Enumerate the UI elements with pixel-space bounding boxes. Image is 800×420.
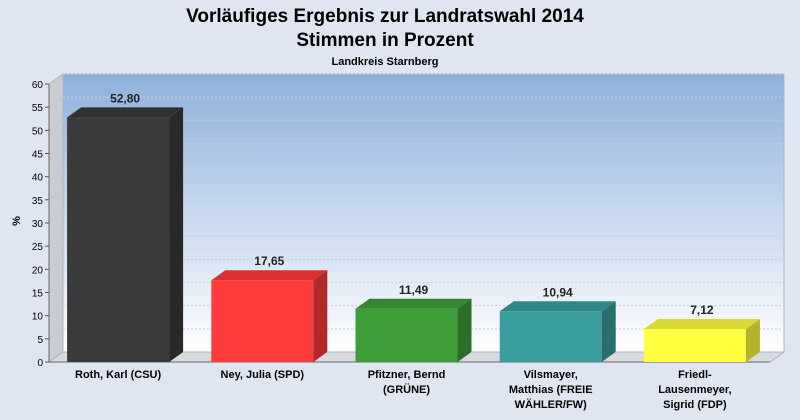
bar-value-label: 10,94: [543, 285, 573, 299]
bar: [499, 301, 616, 362]
gridline-side: [48, 189, 64, 201]
gridline-side: [48, 305, 64, 317]
x-tick-label: Pfitzner, Bernd (GRÜNE): [368, 369, 446, 396]
y-tick-label: 10: [32, 312, 44, 323]
gridline-side: [48, 258, 64, 270]
y-axis-label: %: [11, 216, 23, 226]
x-tick-label: Ney, Julia (SPD): [221, 369, 305, 381]
y-tick-label: 50: [32, 126, 44, 137]
bar-top: [67, 107, 184, 118]
y-tick-label: 20: [32, 265, 44, 276]
chart-title: Vorläufiges Ergebnis zur Landratswahl 20…: [186, 6, 584, 27]
bar: [211, 270, 328, 362]
bar-front: [211, 280, 314, 362]
gridline-side: [48, 282, 64, 293]
gridline-side: [48, 73, 64, 85]
bar-top: [643, 319, 760, 330]
y-tick-label: 30: [32, 219, 44, 230]
gridline-side: [48, 212, 64, 224]
y-tick-label: 55: [32, 103, 44, 114]
y-tick-label: 0: [37, 358, 43, 369]
x-axis: Roth, Karl (CSU) Ney, Julia (SPD) Pfitzner…: [75, 369, 732, 411]
x-tick-label: Friedl-Lausenmeyer, Sigrid (FDP): [658, 369, 731, 411]
gridline-side: [48, 96, 64, 108]
bar-side: [169, 107, 184, 362]
y-tick-label: 25: [32, 242, 44, 253]
bar: [643, 319, 760, 362]
y-tick-label: 15: [32, 289, 44, 300]
bar: [355, 298, 472, 362]
bar-front: [67, 117, 170, 362]
chart-region: Landkreis Starnberg: [332, 56, 439, 68]
bar-value-label: 11,49: [399, 283, 429, 297]
bar: [67, 107, 184, 362]
y-tick-label: 5: [37, 335, 43, 346]
y-tick-label: 60: [32, 80, 44, 91]
bar-front: [355, 308, 458, 362]
bar-side: [313, 270, 328, 362]
gridline-side: [48, 119, 64, 131]
x-tick-label: Roth, Karl (CSU): [75, 369, 162, 381]
bar-top: [499, 301, 616, 312]
bar-side: [457, 298, 472, 362]
chart-subtitle: Stimmen in Prozent: [296, 30, 474, 51]
bar-front: [643, 329, 746, 362]
bar-value-label: 52,80: [110, 91, 140, 105]
y-tick-label: 35: [32, 196, 44, 207]
gridline-side: [48, 328, 64, 340]
bar-top: [355, 298, 472, 309]
x-tick-label: Vilsmayer, Matthias (FREIE WÄHLER/FW): [509, 369, 593, 411]
bar-front: [499, 311, 602, 362]
bar-value-label: 7,12: [690, 303, 714, 317]
gridline-side: [48, 143, 64, 154]
y-tick-label: 45: [32, 150, 44, 161]
bars: 52,80 17,65 11,49 10,94 7,12: [67, 91, 760, 362]
bar-value-label: 17,65: [254, 254, 284, 268]
bar-side: [601, 301, 616, 362]
y-tick-label: 40: [32, 173, 44, 184]
gridline-side: [48, 166, 64, 178]
gridline-side: [48, 235, 64, 247]
bar-side: [745, 319, 760, 362]
bar-top: [211, 270, 328, 281]
